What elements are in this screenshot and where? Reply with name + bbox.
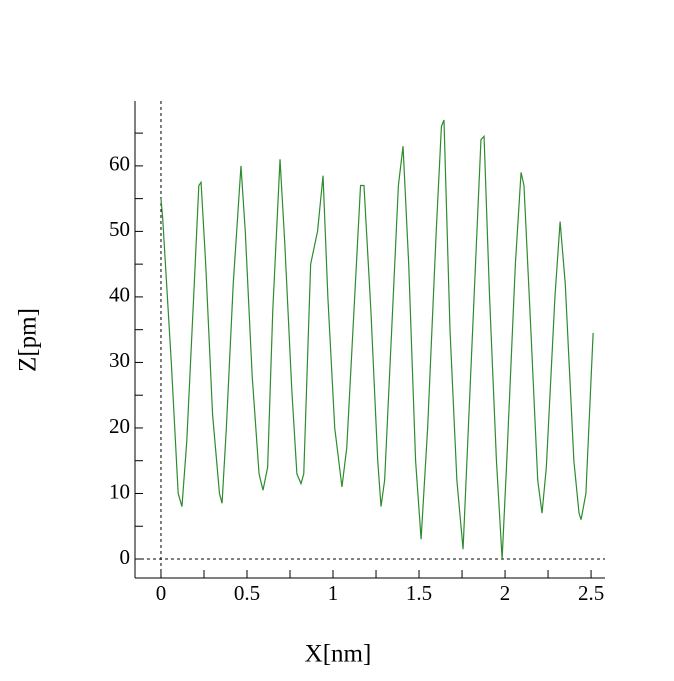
x-tick-label: 0	[156, 581, 167, 605]
y-axis-label: Z[pm]	[15, 308, 42, 372]
x-tick-label: 0.5	[234, 581, 260, 605]
y-tick-label: 0	[120, 545, 131, 569]
y-tick-label: 40	[109, 283, 130, 307]
y-tick-label: 60	[109, 152, 130, 176]
x-tick-label: 1	[328, 581, 339, 605]
x-axis-label: X[nm]	[305, 641, 372, 668]
y-tick-label: 30	[109, 348, 130, 372]
x-tick-label: 1.5	[406, 581, 432, 605]
y-tick-label: 50	[109, 217, 130, 241]
y-tick-label: 10	[109, 479, 130, 503]
y-tick-label: 20	[109, 414, 130, 438]
x-tick-label: 2	[500, 581, 511, 605]
x-tick-label: 2.5	[578, 581, 604, 605]
data-line	[160, 119, 594, 560]
